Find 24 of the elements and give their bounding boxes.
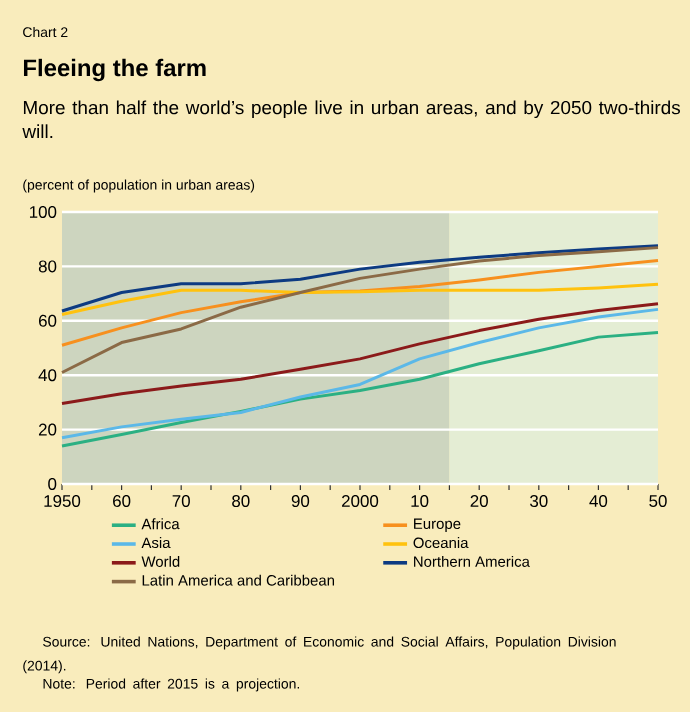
y-tick-label: 60 [39, 314, 57, 327]
x-tick-label: 10 [411, 495, 429, 508]
line-series [60, 302, 660, 405]
y-tick-label: 0 [48, 478, 57, 490]
x-tick-label: 50 [649, 495, 667, 508]
x-tick-label: 80 [232, 495, 250, 508]
chart-subtitle: More than half the world’s people live in urban areas, and by 2050 two-thirds will. [22, 100, 681, 139]
y-tick-label: 100 [29, 206, 57, 218]
x-tick-label: 20 [470, 495, 488, 508]
x-tick-label: 1950 [44, 495, 81, 508]
line-series [60, 307, 660, 440]
x-tick-label: 90 [291, 495, 310, 508]
line-series [60, 246, 660, 374]
x-tick-label: 60 [113, 495, 131, 508]
chart-title: Fleeing the farm [23, 58, 206, 82]
y-tick-label: 40 [38, 369, 57, 382]
line-series [60, 330, 660, 448]
x-tick-label: 30 [530, 495, 548, 508]
x-tick-label: 70 [172, 495, 190, 508]
x-tick-label: 40 [589, 495, 608, 508]
line-series [60, 244, 660, 313]
y-tick-label: 80 [38, 260, 57, 273]
x-tick-label: 2000 [342, 495, 379, 508]
y-tick-label: 20 [38, 423, 57, 436]
